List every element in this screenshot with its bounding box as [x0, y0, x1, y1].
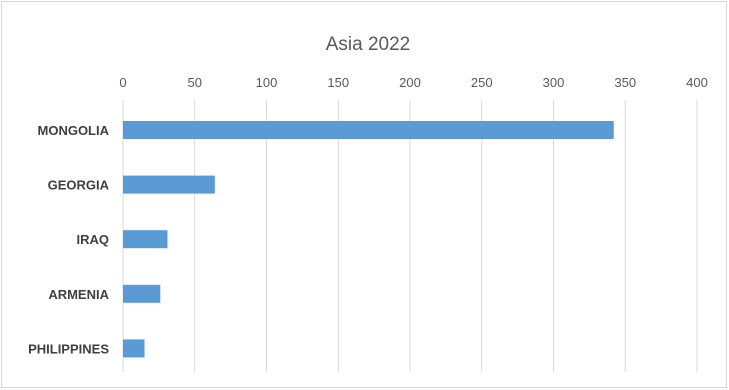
category-label: IRAQ [77, 232, 110, 247]
x-tick-label: 150 [327, 75, 349, 90]
bar-philippines [123, 339, 145, 358]
chart-title: Asia 2022 [326, 34, 411, 55]
category-label: ARMENIA [48, 287, 109, 302]
x-tick-label: 0 [119, 75, 126, 90]
x-tick-label: 400 [686, 75, 708, 90]
bar-georgia [123, 175, 215, 194]
category-label: MONGOLIA [38, 123, 110, 138]
x-tick-label: 300 [543, 75, 565, 90]
bar-mongolia [123, 121, 614, 139]
bar-iraq [123, 230, 168, 249]
x-axis-tick-labels: 0 50 100 150 200 250 300 350 400 [119, 75, 707, 90]
bar-armenia [123, 284, 161, 303]
x-tick-label: 350 [614, 75, 636, 90]
x-tick-label: 200 [399, 75, 421, 90]
x-tick-label: 100 [256, 75, 278, 90]
category-labels: MONGOLIA GEORGIA IRAQ ARMENIA PHILIPPINES [28, 123, 110, 356]
x-tick-label: 50 [188, 75, 202, 90]
bars [123, 121, 614, 358]
x-tick-label: 250 [471, 75, 493, 90]
gridlines [122, 100, 698, 372]
category-label: GEORGIA [48, 178, 110, 193]
category-label: PHILIPPINES [28, 341, 109, 356]
